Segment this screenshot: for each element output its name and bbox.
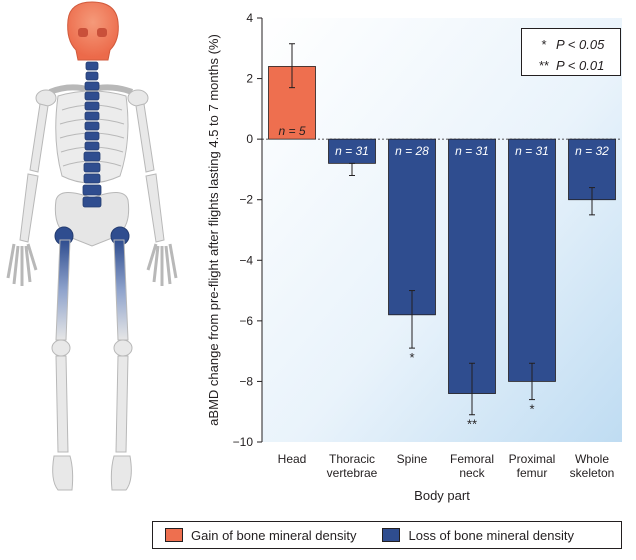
significance-marker: ** — [467, 417, 477, 432]
bar-chart: 4 2 0 −2 −4 −6 −8 −10 n = 5 Head n = 31 Thoracicve… — [206, 11, 622, 503]
y-tick-label: −4 — [239, 253, 253, 267]
significance-marker: * — [529, 402, 534, 417]
significance-text: P < 0.01 — [556, 58, 605, 73]
x-tick-label: Head — [278, 452, 307, 466]
significance-legend: * P < 0.05 ** P < 0.01 — [521, 28, 621, 76]
skeleton-illustration — [6, 1, 178, 491]
bar — [388, 138, 436, 316]
x-tick-label: femur — [517, 466, 548, 480]
significance-text: P < 0.05 — [556, 37, 605, 52]
y-tick-label: −10 — [233, 435, 254, 449]
x-tick-label: Thoracic — [329, 452, 375, 466]
y-tick-label: 2 — [246, 72, 253, 86]
x-tick-label: skeleton — [570, 466, 615, 480]
significance-row: * P < 0.05 — [532, 34, 620, 55]
n-label: n = 31 — [455, 144, 489, 158]
y-tick-label: −8 — [239, 374, 253, 388]
significance-symbol: * — [541, 37, 547, 52]
significance-row: ** P < 0.01 — [532, 55, 620, 76]
n-label: n = 5 — [278, 124, 305, 138]
n-label: n = 32 — [575, 144, 609, 158]
bar — [448, 138, 496, 394]
y-tick-label: 4 — [246, 11, 253, 25]
y-tick-label: −6 — [239, 314, 253, 328]
n-label: n = 28 — [395, 144, 429, 158]
n-label: n = 31 — [335, 144, 369, 158]
legend-item-gain: Gain of bone mineral density — [165, 528, 356, 543]
legend-label-gain: Gain of bone mineral density — [191, 527, 357, 543]
bar — [328, 138, 376, 164]
skull-icon — [67, 1, 119, 61]
significance-symbol: ** — [538, 58, 550, 73]
color-legend: Gain of bone mineral density Loss of bon… — [152, 521, 622, 549]
x-tick-label: Whole — [575, 452, 609, 466]
loss-swatch — [382, 528, 401, 542]
x-tick-label: vertebrae — [327, 466, 378, 480]
legend-label-loss: Loss of bone mineral density — [408, 527, 574, 543]
legend-item-loss: Loss of bone mineral density — [382, 527, 574, 543]
bar — [508, 138, 556, 382]
y-tick-label: −2 — [239, 193, 253, 207]
y-axis-title: aBMD change from pre-flight after flight… — [206, 34, 221, 426]
x-axis-title: Body part — [414, 488, 470, 503]
x-tick-label: neck — [459, 466, 485, 480]
n-label: n = 31 — [515, 144, 549, 158]
y-tick-label: 0 — [246, 132, 253, 146]
gain-swatch — [165, 528, 183, 542]
x-tick-label: Proximal — [509, 452, 556, 466]
x-tick-label: Spine — [397, 452, 428, 466]
plot-background — [262, 18, 622, 442]
x-tick-label: Femoral — [450, 452, 494, 466]
significance-marker: * — [409, 350, 414, 365]
